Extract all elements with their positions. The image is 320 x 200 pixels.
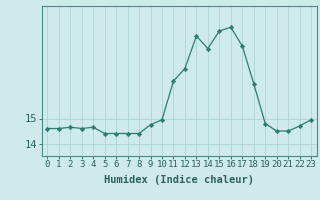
X-axis label: Humidex (Indice chaleur): Humidex (Indice chaleur) [104, 175, 254, 185]
